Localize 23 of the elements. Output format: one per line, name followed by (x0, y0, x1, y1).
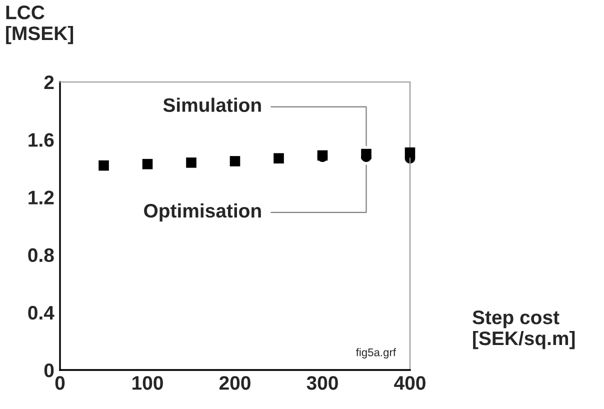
y-axis-title: LCC [MSEK] (6, 6, 74, 44)
x-tick-label: 400 (394, 376, 426, 390)
y-tick-label: 0.4 (28, 306, 54, 320)
point (404, 147, 416, 158)
x-tick-label: 200 (219, 376, 250, 390)
point (361, 148, 372, 160)
text: Simulation (163, 98, 261, 112)
point (274, 153, 284, 164)
point (98, 160, 109, 171)
annotation: fig5a.grf (356, 348, 396, 358)
point (230, 156, 240, 166)
text: Optimisation (144, 203, 261, 222)
y-tick-label: 0.8 (28, 248, 54, 262)
x-tick-label: 0 (55, 376, 65, 390)
point (142, 158, 153, 170)
x-axis-title: Step cost [SEK/sq.m] (472, 310, 575, 350)
y-tick-label: 2 (44, 75, 54, 90)
y-tick-label: 1.6 (28, 133, 54, 147)
x-tick-label: 300 (306, 376, 338, 390)
point (186, 157, 196, 168)
y-tick-label: 0 (44, 363, 54, 378)
x-tick-label: 100 (132, 376, 163, 390)
y-tick-label: 1.2 (28, 190, 54, 204)
